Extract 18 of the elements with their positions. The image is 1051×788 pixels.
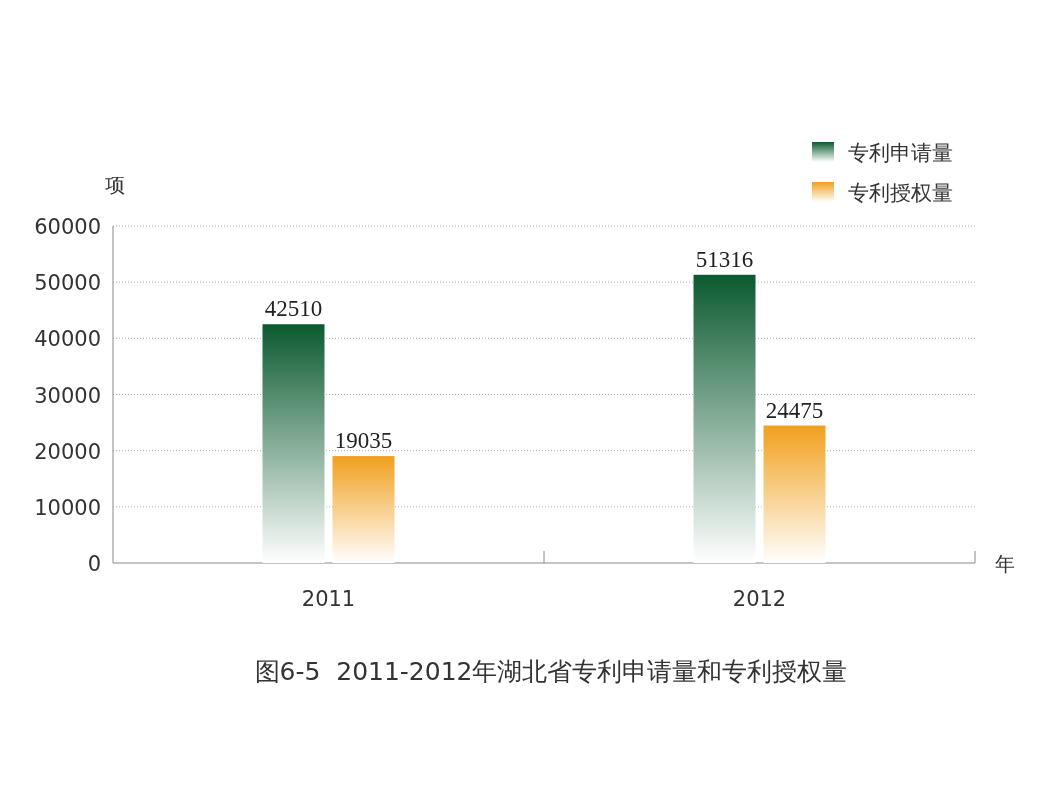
text: 图6-5 2011-2012年湖北省专利申请量和专利授权量	[254, 657, 848, 686]
x-axis-title: 年	[995, 552, 1015, 576]
y-tick-label: 40000	[34, 327, 101, 352]
x-tick-label: 2011	[301, 587, 356, 611]
y-tick-label: 60000	[34, 215, 101, 239]
y-tick-label: 20000	[34, 439, 101, 464]
data-label: 42510	[264, 296, 323, 322]
x-tick-label: 2012	[732, 587, 787, 611]
y-tick-label: 10000	[34, 495, 101, 520]
data-label: 51316	[695, 246, 754, 272]
legend-label: 专利申请量	[848, 141, 953, 165]
y-tick-label: 50000	[34, 271, 101, 296]
legend-label: 专利授权量	[848, 181, 953, 205]
y-tick-label: 30000	[34, 383, 101, 408]
data-label: 19035	[334, 428, 393, 454]
y-tick-label: 0	[87, 552, 101, 576]
data-label: 24475	[765, 397, 824, 423]
y-axis-title: 项	[105, 173, 125, 197]
